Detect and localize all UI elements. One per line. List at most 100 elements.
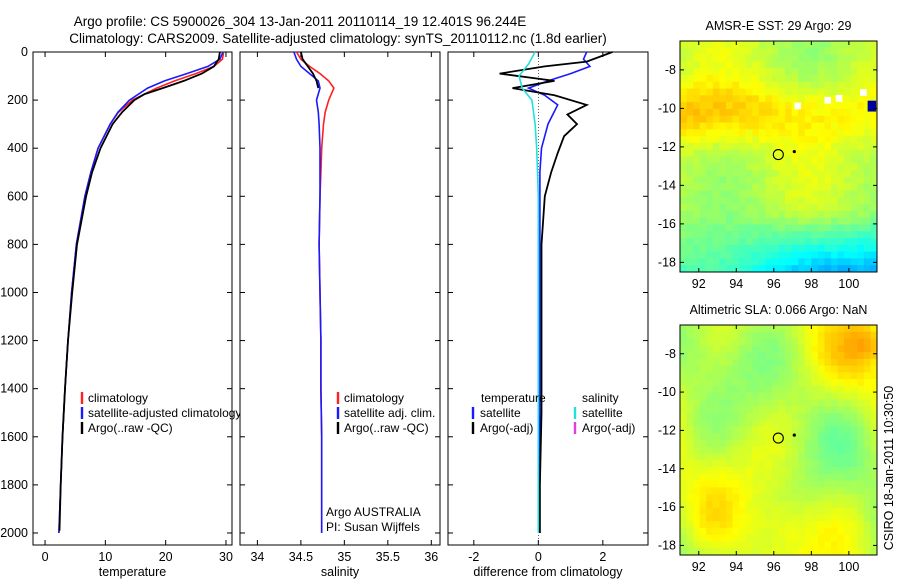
map-cell — [824, 81, 832, 89]
map-cell — [817, 473, 825, 481]
map-cell — [706, 258, 714, 266]
map-cell — [765, 527, 773, 536]
map-cell — [693, 108, 701, 117]
map-cell — [686, 210, 694, 219]
map-cell — [758, 412, 766, 421]
map-cell — [804, 136, 812, 144]
map-cell — [693, 534, 701, 542]
map-cell — [824, 460, 832, 468]
map-cell — [824, 197, 832, 205]
map-cell — [850, 224, 858, 232]
map-cell — [765, 204, 773, 212]
map-cell — [732, 480, 740, 488]
map-cell — [817, 81, 825, 89]
map-cell — [791, 129, 799, 137]
map-cell — [798, 170, 806, 178]
map-cell — [850, 379, 858, 387]
map-cell — [686, 251, 694, 259]
map-cell — [739, 142, 747, 151]
map-cell — [745, 88, 753, 96]
map-cell — [739, 548, 747, 556]
map-cell — [712, 352, 720, 360]
map-cell — [725, 183, 733, 191]
map-cell — [811, 440, 819, 448]
map-cell — [719, 385, 727, 394]
map-cell — [686, 95, 694, 103]
map-cell — [706, 176, 714, 185]
map-cell — [739, 224, 747, 232]
map-cell — [771, 494, 779, 502]
map-cell — [771, 170, 779, 178]
map-cell — [699, 338, 707, 346]
map-cell — [680, 487, 687, 495]
map-cell — [706, 487, 714, 495]
map-cell — [693, 331, 701, 339]
map-cell — [863, 41, 871, 49]
map-cell — [857, 406, 865, 414]
map-cell — [771, 210, 779, 219]
map-cell — [831, 514, 838, 522]
map-cell — [686, 163, 694, 171]
x-tick-label: 34.5 — [289, 550, 313, 564]
map-cell — [785, 190, 793, 198]
map-cell — [778, 345, 786, 353]
map-cell — [844, 251, 852, 259]
map-cell — [686, 338, 694, 346]
map-cell — [785, 446, 793, 454]
map-cell — [771, 446, 779, 454]
map-cell — [686, 88, 694, 96]
map-cell — [758, 494, 766, 502]
map-cell — [745, 473, 753, 481]
map-cell — [785, 258, 793, 266]
map-cell — [804, 494, 812, 502]
map-cell — [831, 487, 838, 495]
map-cell — [752, 331, 760, 339]
map-cell — [758, 352, 766, 360]
map-cell — [771, 440, 779, 448]
map-cell — [824, 372, 832, 380]
map-cell — [732, 338, 740, 346]
map-cell — [824, 534, 832, 542]
map-cell — [706, 183, 714, 191]
map-cell — [844, 224, 852, 232]
map-cell — [725, 331, 733, 339]
map-cell — [732, 446, 740, 454]
map-cell — [752, 190, 760, 198]
map-cell — [752, 548, 760, 556]
map-cell — [785, 149, 793, 157]
map-cell — [831, 238, 838, 246]
map-cell — [778, 61, 786, 69]
map-cell — [765, 149, 773, 157]
map-cell — [857, 514, 865, 522]
map-cell — [831, 156, 838, 164]
map-cell — [739, 507, 747, 515]
map-cell — [693, 224, 701, 232]
map-cell — [791, 61, 799, 69]
map-cell — [712, 163, 720, 171]
map-cell — [693, 122, 701, 130]
map-cell — [706, 514, 714, 522]
map-cell — [844, 440, 852, 448]
map-cell — [844, 392, 852, 400]
map-cell — [771, 412, 779, 421]
map-cell — [771, 251, 779, 259]
map-cell — [791, 345, 799, 353]
map-cell — [844, 210, 852, 219]
map-cell — [831, 231, 838, 239]
map-cell — [870, 129, 878, 137]
map-cell — [870, 204, 878, 212]
map-cell — [837, 258, 845, 266]
map-cell — [739, 95, 747, 103]
map-cell — [680, 244, 687, 253]
map-cell — [778, 149, 786, 157]
map-cell — [739, 74, 747, 83]
series-line-2 — [300, 51, 320, 89]
map-cell — [693, 446, 701, 454]
map-cell — [824, 122, 832, 130]
map-cell — [686, 136, 694, 144]
map-cell — [817, 265, 825, 273]
map-cell — [857, 74, 865, 83]
map-cell — [712, 54, 720, 62]
map-cell — [844, 507, 852, 515]
map-cell — [706, 480, 714, 488]
